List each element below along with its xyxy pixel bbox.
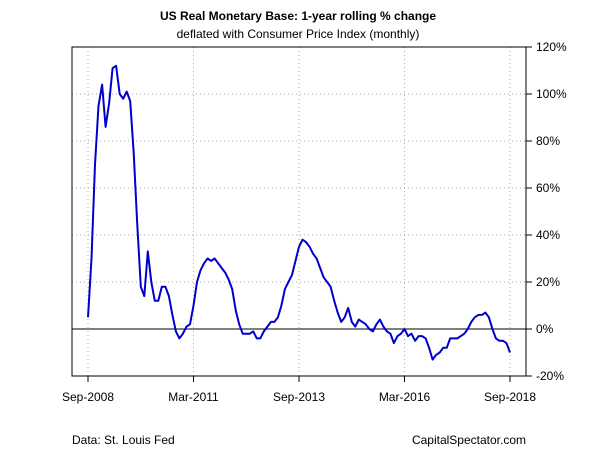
y-tick-label: 40%: [536, 228, 560, 242]
y-tick-label: 120%: [536, 40, 567, 54]
y-axis: -20% 0% 20% 40% 60% 80% 100% 120%: [526, 40, 567, 383]
chart-subtitle: deflated with Consumer Price Index (mont…: [177, 27, 420, 41]
source-note: Data: St. Louis Fed: [72, 433, 175, 447]
series-line: [87, 64, 511, 361]
grid-lines: [72, 46, 526, 377]
x-tick-label: Mar-2011: [168, 390, 219, 404]
y-tick-label: 80%: [536, 134, 560, 148]
x-tick-label: Sep-2013: [273, 390, 325, 404]
y-tick-label: 0%: [536, 322, 554, 336]
y-tick-label: 100%: [536, 87, 567, 101]
y-tick-label: 20%: [536, 275, 560, 289]
x-tick-label: Mar-2016: [379, 390, 431, 404]
series-layer: [87, 64, 511, 361]
plot-frame: [71, 46, 527, 377]
x-tick-label: Sep-2018: [484, 390, 536, 404]
y-tick-label: 60%: [536, 181, 560, 195]
chart-title: US Real Monetary Base: 1-year rolling % …: [160, 9, 436, 23]
x-tick-label: Sep-2008: [62, 390, 114, 404]
x-axis: Sep-2008 Mar-2011 Sep-2013 Mar-2016 Sep-2018: [62, 376, 536, 404]
y-tick-label: -20%: [536, 369, 564, 383]
brand-note: CapitalSpectator.com: [412, 433, 526, 447]
